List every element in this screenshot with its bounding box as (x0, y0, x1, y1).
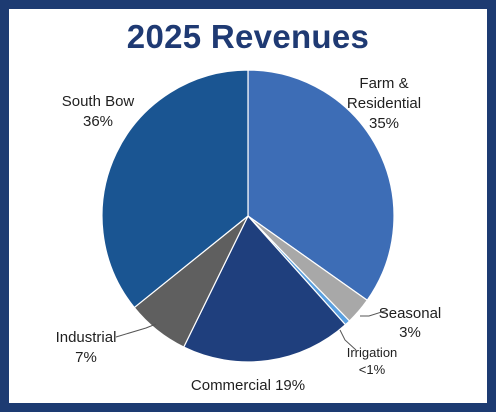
slice-label: Seasonal 3% (379, 305, 442, 341)
slice-label-line: <1% (359, 362, 386, 377)
slice-label: Industrial 7% (56, 329, 117, 366)
pie-slice (101, 69, 249, 309)
slice-label-line: 35% (369, 115, 399, 132)
slice-label-line: 7% (75, 349, 97, 366)
slice-label-line: Irrigation (347, 345, 398, 360)
slice-label: Irrigation <1% (347, 345, 398, 377)
slice-label: South Bow 36% (62, 93, 135, 130)
pie-slice (247, 69, 395, 302)
chart-title: 2025 Revenues (126, 18, 370, 55)
slice-label: Commercial 19% (191, 377, 305, 394)
leader-line (360, 309, 389, 317)
slice-label: Farm & Residential 35% (347, 75, 421, 132)
slice-label-line: 3% (399, 324, 421, 341)
slice-label-line: Residential (347, 95, 421, 112)
slice-label-line: 36% (83, 113, 113, 130)
slice-label-line: Seasonal (379, 305, 442, 322)
slice-label-line: Commercial 19% (191, 377, 305, 394)
leader-line (115, 323, 157, 338)
pie-slice (182, 214, 347, 363)
slice-label-line: Industrial (56, 329, 117, 346)
slice-label-line: South Bow (62, 93, 135, 110)
slice-label-line: Farm & (359, 75, 408, 92)
leader-line (339, 329, 357, 351)
